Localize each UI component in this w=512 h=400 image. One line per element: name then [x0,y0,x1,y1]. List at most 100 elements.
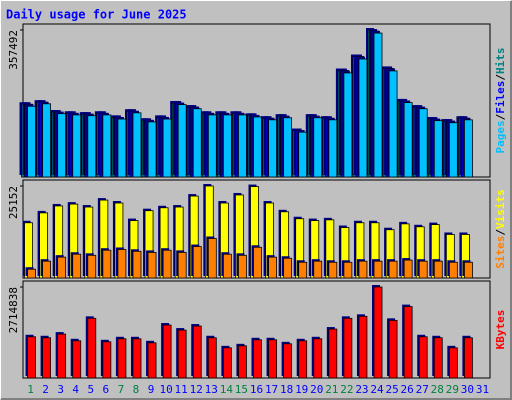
bar [418,260,428,279]
bar [268,119,277,178]
bar [57,256,67,279]
bar [147,121,157,178]
bar [192,246,202,279]
bar [403,259,413,279]
bar [283,257,293,279]
legend-label: KBytes [494,310,507,350]
x-tick-label: 13 [205,383,218,396]
bar [222,114,232,178]
chart-title: Daily usage for June 2025 [6,8,187,22]
legend-separator: / [494,113,507,120]
bar [388,70,398,178]
bar [448,261,458,279]
bar [117,249,127,279]
bar [298,131,308,178]
bar [328,328,338,379]
x-tick-label: 1 [27,383,34,396]
bar [57,333,67,379]
bar [207,238,217,279]
bar [268,256,277,279]
bar [388,260,398,279]
x-tick-label: 30 [461,383,474,396]
bar [87,254,97,279]
bar [358,58,368,178]
x-tick-label: 16 [250,383,263,396]
bar [433,120,443,178]
legend-label: Visits [494,189,507,229]
bar [72,253,82,279]
bar [283,117,293,178]
legend-label: Sites [494,236,507,269]
bar [253,246,262,279]
bar [328,119,338,178]
bar [177,104,187,178]
bar [72,340,82,379]
bar [207,114,217,178]
bar [373,286,383,379]
x-tick-label: 3 [57,383,64,396]
x-tick-label: 22 [340,383,353,396]
x-tick-label: 27 [416,383,429,396]
bar [298,261,308,279]
bar [222,347,232,379]
bar [102,114,112,178]
bar [177,329,187,379]
x-tick-label: 11 [175,383,188,396]
x-tick-label: 17 [265,383,278,396]
bar [57,113,67,178]
x-tick-label: 8 [133,383,140,396]
x-tick-label: 14 [220,383,234,396]
bar [253,339,262,379]
bar [298,340,308,379]
bar [448,122,458,178]
x-tick-label: 31 [476,383,489,396]
bar [102,249,112,279]
legend: Pages/Files/Hits [494,48,507,154]
bar [42,103,51,178]
bar [433,260,443,279]
x-tick-label: 15 [235,383,248,396]
bar [162,324,172,379]
bar [147,342,157,379]
x-tick-label: 23 [355,383,368,396]
bar [373,32,383,178]
bar [87,115,97,178]
x-tick-label: 9 [148,383,155,396]
x-tick-label: 19 [295,383,308,396]
legend-separator: / [494,229,507,236]
legend-label: Pages [494,120,507,153]
bar [253,116,262,178]
bar [117,118,127,178]
legend-label: Hits [494,48,507,75]
bar [192,325,202,379]
bar [313,117,323,178]
bar [418,336,428,379]
bar [177,251,187,279]
legend: Sites/Visits [494,189,507,269]
bar [464,119,473,178]
x-tick-label: 26 [401,383,414,396]
x-tick-label: 24 [370,383,384,396]
bar [207,337,217,379]
bar [72,114,82,178]
legend: KBytes [494,310,507,350]
x-tick-label: 12 [190,383,203,396]
x-tick-label: 25 [385,383,398,396]
bar [313,260,323,279]
x-tick-label: 21 [325,383,338,396]
x-tick-label: 20 [310,383,323,396]
x-tick-label: 4 [72,383,79,396]
bar [162,118,172,178]
bar [464,261,473,279]
bar [192,108,202,178]
x-tick-label: 28 [431,383,444,396]
bar [358,315,368,379]
bar [102,341,112,379]
bar [283,343,293,379]
bar [27,105,36,178]
bar [403,102,413,178]
y-tick-label: 357492 [7,30,20,70]
legend-separator: / [494,74,507,81]
bar [238,114,247,178]
